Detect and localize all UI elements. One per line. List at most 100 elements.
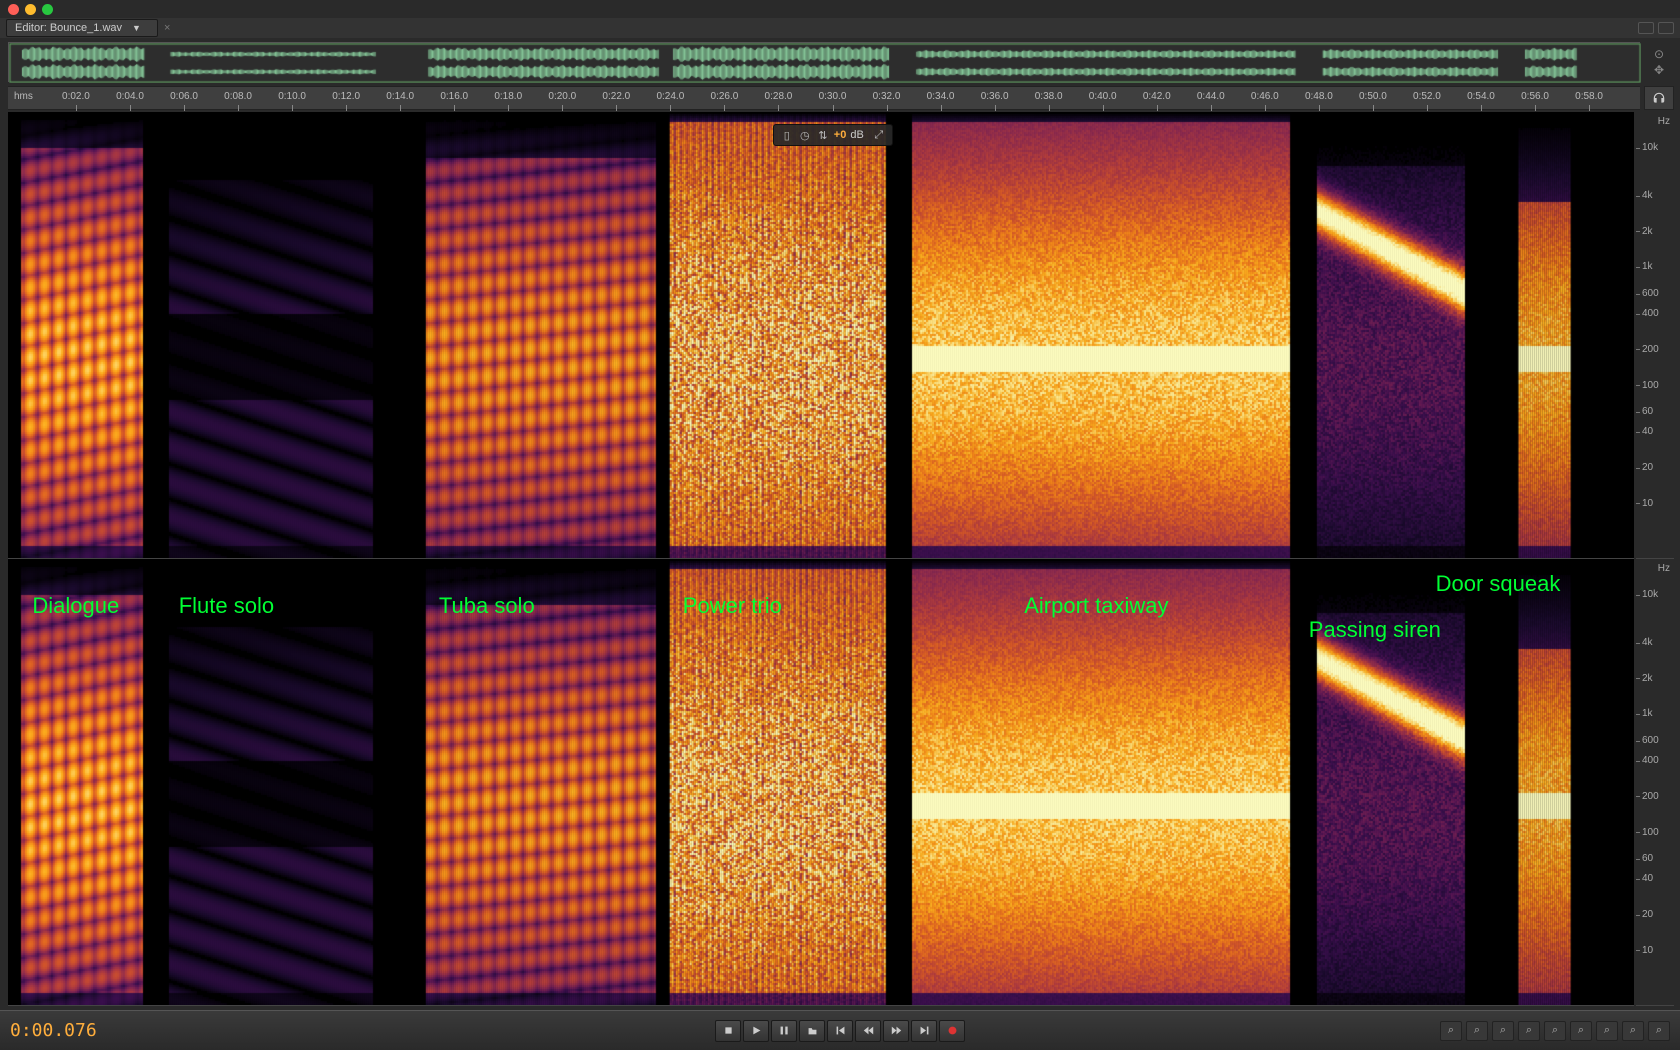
freq-tick: 10 bbox=[1642, 498, 1653, 509]
transport-skip-end-button[interactable] bbox=[911, 1020, 937, 1042]
spectrogram-right-channel[interactable]: Dialogue Flute solo Tuba solo Power trio Air… bbox=[8, 559, 1634, 1006]
ruler-tick: 0:08.0 bbox=[224, 91, 252, 102]
ruler-tick: 0:42.0 bbox=[1143, 91, 1171, 102]
ruler-tick: 0:04.0 bbox=[116, 91, 144, 102]
ruler-tick: 0:40.0 bbox=[1089, 91, 1117, 102]
zoom-full-button[interactable]: ⌕ bbox=[1492, 1021, 1514, 1041]
annotation-label: Door squeak bbox=[1436, 571, 1561, 597]
ruler-tick: 0:36.0 bbox=[981, 91, 1009, 102]
freq-tick: 10k bbox=[1642, 589, 1658, 600]
freq-tick: 60 bbox=[1642, 406, 1653, 417]
zoom-in-amp-button[interactable]: ⌕ bbox=[1622, 1021, 1644, 1041]
cursor-tool-icon[interactable]: ✥ bbox=[1654, 63, 1664, 77]
hud-db-unit: dB bbox=[850, 129, 863, 141]
ruler-tick: 0:32.0 bbox=[873, 91, 901, 102]
ruler-tick: 0:54.0 bbox=[1467, 91, 1495, 102]
transport-stop-button[interactable] bbox=[715, 1020, 741, 1042]
spectrogram-area: Dialogue Flute solo Tuba solo Power trio Air… bbox=[8, 112, 1634, 1006]
zoom-in-v-button[interactable]: ⌕ bbox=[1544, 1021, 1566, 1041]
freq-tick: 200 bbox=[1642, 791, 1659, 802]
freq-tick: 60 bbox=[1642, 853, 1653, 864]
ruler-tick: 0:38.0 bbox=[1035, 91, 1063, 102]
ruler-tick: 0:58.0 bbox=[1575, 91, 1603, 102]
ruler-unit: hms bbox=[14, 91, 33, 102]
editor-tab[interactable]: Editor: Bounce_1.wav ▼ bbox=[6, 19, 158, 37]
zoom-tool-icon[interactable]: ⊙ bbox=[1654, 47, 1664, 61]
close-dot[interactable] bbox=[8, 4, 19, 15]
minimize-dot[interactable] bbox=[25, 4, 36, 15]
zoom-out-h-button[interactable]: ⌕ bbox=[1466, 1021, 1488, 1041]
dropdown-icon[interactable]: ▼ bbox=[132, 23, 141, 33]
zoom-in-h-button[interactable]: ⌕ bbox=[1440, 1021, 1462, 1041]
freq-tick: 10k bbox=[1642, 142, 1658, 153]
zoom-out-v-button[interactable]: ⌕ bbox=[1570, 1021, 1592, 1041]
time-ruler[interactable]: hms (clip) 0:02.00:04.00:06.00:08.00:10.… bbox=[8, 86, 1640, 110]
freq-tick: 1k bbox=[1642, 261, 1653, 272]
editor-tabbar: Editor: Bounce_1.wav ▼ × bbox=[0, 18, 1680, 38]
freq-tick: 10 bbox=[1642, 945, 1653, 956]
freq-tick: 1k bbox=[1642, 708, 1653, 719]
freq-tick: 200 bbox=[1642, 344, 1659, 355]
hud-adjust-icon[interactable]: ⇅ bbox=[816, 128, 830, 142]
editor-tab-label: Editor: Bounce_1.wav bbox=[15, 22, 122, 34]
spectrogram-left-channel[interactable] bbox=[8, 112, 1634, 559]
ruler-tick: 0:14.0 bbox=[386, 91, 414, 102]
freq-tick: 20 bbox=[1642, 462, 1653, 473]
waveform-canvas bbox=[9, 43, 1641, 83]
freq-tick: 2k bbox=[1642, 673, 1653, 684]
panel-toggle-1[interactable] bbox=[1638, 22, 1654, 34]
frequency-scale-bottom: Hz 10k4k2k1k60040020010060402010 bbox=[1636, 559, 1674, 1006]
freq-tick: 100 bbox=[1642, 827, 1659, 838]
spectrogram-canvas-top bbox=[8, 112, 1634, 559]
zoom-controls: ⌕⌕⌕⌕⌕⌕⌕⌕⌕ bbox=[1440, 1021, 1670, 1041]
frequency-scale: Hz 10k4k2k1k60040020010060402010 Hz 10k4… bbox=[1636, 112, 1674, 1006]
zoom-sel-button[interactable]: ⌕ bbox=[1518, 1021, 1540, 1041]
annotation-label: Power trio bbox=[683, 593, 782, 619]
panel-toggle-2[interactable] bbox=[1658, 22, 1674, 34]
ruler-tick: 0:30.0 bbox=[819, 91, 847, 102]
freq-tick: 400 bbox=[1642, 755, 1659, 766]
freq-tick: 40 bbox=[1642, 873, 1653, 884]
freq-tick: 40 bbox=[1642, 426, 1653, 437]
timecode-display: 0:00.076 bbox=[10, 1020, 97, 1041]
transport-pause-button[interactable] bbox=[771, 1020, 797, 1042]
transport-forward-button[interactable] bbox=[883, 1020, 909, 1042]
transport-record-button[interactable] bbox=[939, 1020, 965, 1042]
tab-close-icon[interactable]: × bbox=[164, 22, 170, 34]
ruler-tick: 0:46.0 bbox=[1251, 91, 1279, 102]
hud-pin-icon[interactable]: ⤢ bbox=[872, 128, 886, 142]
ruler-tick: 0:16.0 bbox=[440, 91, 468, 102]
annotation-label: Tuba solo bbox=[439, 593, 535, 619]
panel-toggle-group bbox=[1638, 22, 1674, 34]
spectral-hud[interactable]: ▯ ◷ ⇅ +0 dB ⤢ bbox=[773, 124, 893, 146]
annotation-label: Dialogue bbox=[32, 593, 119, 619]
ruler-tick: 0:28.0 bbox=[765, 91, 793, 102]
transport-open-button[interactable] bbox=[799, 1020, 825, 1042]
annotation-label: Passing siren bbox=[1309, 617, 1441, 643]
transport-play-button[interactable] bbox=[743, 1020, 769, 1042]
status-bar: 0:00.076 ⌕⌕⌕⌕⌕⌕⌕⌕⌕ bbox=[0, 1010, 1680, 1050]
headphones-icon bbox=[1652, 91, 1666, 105]
transport-controls bbox=[715, 1020, 965, 1042]
freq-tick: 100 bbox=[1642, 380, 1659, 391]
ruler-tick: 0:22.0 bbox=[602, 91, 630, 102]
hud-clock-icon[interactable]: ◷ bbox=[798, 128, 812, 142]
transport-skip-start-button[interactable] bbox=[827, 1020, 853, 1042]
zoom-dot[interactable] bbox=[42, 4, 53, 15]
annotation-label: Flute solo bbox=[179, 593, 274, 619]
waveform-overview[interactable] bbox=[8, 42, 1640, 82]
zoom-out-amp-button[interactable]: ⌕ bbox=[1648, 1021, 1670, 1041]
hud-bars-icon[interactable]: ▯ bbox=[780, 128, 794, 142]
annotation-label: Airport taxiway bbox=[1024, 593, 1168, 619]
ruler-tick: 0:24.0 bbox=[656, 91, 684, 102]
headphones-button[interactable] bbox=[1644, 86, 1674, 110]
window-controls[interactable] bbox=[8, 4, 53, 15]
freq-tick: 600 bbox=[1642, 735, 1659, 746]
transport-rewind-button[interactable] bbox=[855, 1020, 881, 1042]
ruler-tick: 0:52.0 bbox=[1413, 91, 1441, 102]
freq-tick: 400 bbox=[1642, 308, 1659, 319]
freq-tick: 2k bbox=[1642, 226, 1653, 237]
zoom-reset-button[interactable]: ⌕ bbox=[1596, 1021, 1618, 1041]
frequency-scale-top: Hz 10k4k2k1k60040020010060402010 bbox=[1636, 112, 1674, 559]
ruler-tick: 0:02.0 bbox=[62, 91, 90, 102]
